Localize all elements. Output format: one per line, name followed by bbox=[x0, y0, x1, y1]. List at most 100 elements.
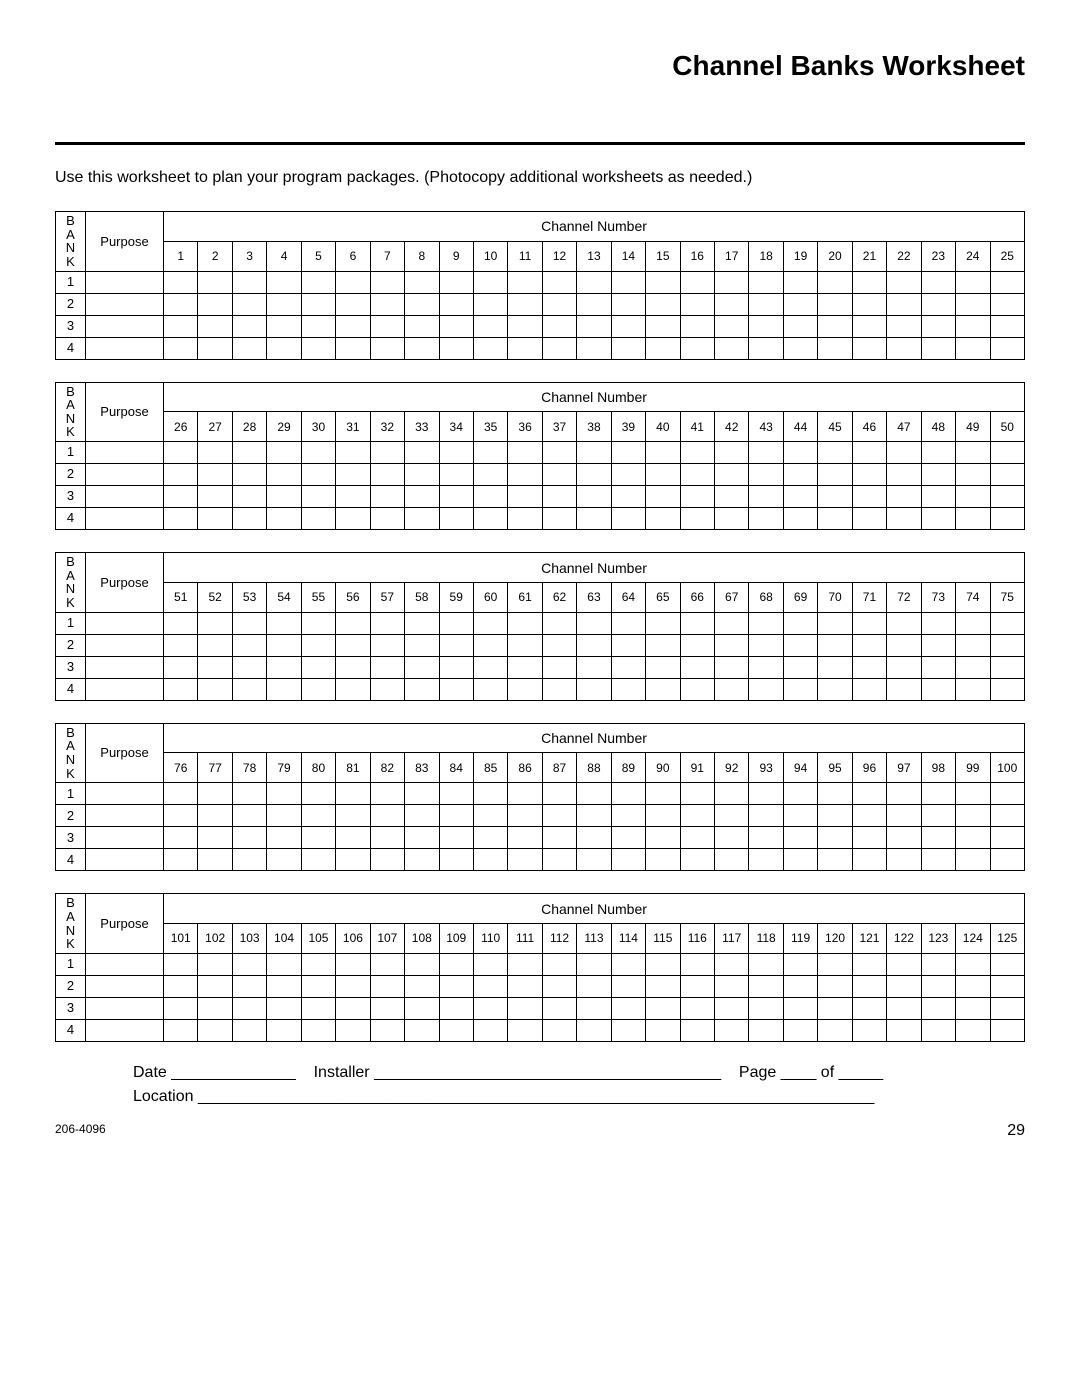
channel-cell bbox=[164, 953, 198, 975]
purpose-header: Purpose bbox=[86, 212, 164, 272]
channel-cell bbox=[405, 337, 439, 359]
channel-cell bbox=[232, 634, 266, 656]
channel-cell bbox=[232, 337, 266, 359]
channel-cell bbox=[956, 612, 990, 634]
channel-cell bbox=[301, 271, 335, 293]
channel-cell bbox=[577, 442, 611, 464]
channel-cell bbox=[921, 271, 955, 293]
channel-cell bbox=[164, 293, 198, 315]
channel-cell bbox=[921, 464, 955, 486]
channel-cell bbox=[370, 486, 404, 508]
channel-cell bbox=[439, 442, 473, 464]
channel-cell bbox=[852, 271, 886, 293]
channel-cell bbox=[370, 508, 404, 530]
channel-cell bbox=[715, 442, 749, 464]
channel-cell bbox=[232, 953, 266, 975]
channel-cell bbox=[542, 315, 576, 337]
channel-cell bbox=[680, 442, 714, 464]
channel-cell bbox=[611, 805, 645, 827]
channel-cell bbox=[232, 612, 266, 634]
channel-cell bbox=[715, 486, 749, 508]
worksheet-block: BANKPurposeChannel Number767778798081828… bbox=[55, 723, 1025, 872]
channel-cell bbox=[508, 464, 542, 486]
channel-cell bbox=[370, 271, 404, 293]
channel-cell bbox=[577, 612, 611, 634]
channel-number-cell: 60 bbox=[473, 582, 507, 612]
channel-cell bbox=[508, 783, 542, 805]
channel-cell bbox=[370, 464, 404, 486]
channel-cell bbox=[232, 1019, 266, 1041]
channel-cell bbox=[887, 293, 921, 315]
channel-cell bbox=[887, 997, 921, 1019]
channel-number-cell: 121 bbox=[852, 924, 886, 954]
channel-cell bbox=[164, 612, 198, 634]
channel-cell bbox=[508, 271, 542, 293]
of-label: of bbox=[821, 1064, 834, 1081]
channel-cell bbox=[370, 293, 404, 315]
channel-cell bbox=[301, 849, 335, 871]
channel-cell bbox=[921, 997, 955, 1019]
channel-cell bbox=[336, 827, 370, 849]
channel-cell bbox=[336, 783, 370, 805]
channel-number-cell: 58 bbox=[405, 582, 439, 612]
channel-cell bbox=[852, 442, 886, 464]
channel-cell bbox=[852, 1019, 886, 1041]
channel-number-cell: 32 bbox=[370, 412, 404, 442]
channel-cell bbox=[198, 612, 232, 634]
channel-cell bbox=[336, 1019, 370, 1041]
table-row: 4 bbox=[56, 849, 1025, 871]
channel-cell bbox=[439, 953, 473, 975]
channel-cell bbox=[232, 805, 266, 827]
channel-cell bbox=[783, 827, 817, 849]
channel-cell bbox=[164, 1019, 198, 1041]
channel-cell bbox=[783, 315, 817, 337]
channel-cell bbox=[990, 337, 1025, 359]
channel-number-cell: 5 bbox=[301, 241, 335, 271]
channel-cell bbox=[577, 486, 611, 508]
channel-cell bbox=[198, 315, 232, 337]
channel-cell bbox=[921, 612, 955, 634]
channel-cell bbox=[164, 997, 198, 1019]
channel-cell bbox=[198, 337, 232, 359]
channel-cell bbox=[508, 634, 542, 656]
channel-number-cell: 91 bbox=[680, 753, 714, 783]
channel-cell bbox=[473, 464, 507, 486]
channel-number-cell: 82 bbox=[370, 753, 404, 783]
channel-cell bbox=[783, 486, 817, 508]
channel-cell bbox=[232, 508, 266, 530]
channel-cell bbox=[336, 805, 370, 827]
channel-cell bbox=[852, 486, 886, 508]
channel-cell bbox=[749, 634, 783, 656]
channel-cell bbox=[921, 975, 955, 997]
channel-cell bbox=[818, 271, 852, 293]
channel-cell bbox=[680, 486, 714, 508]
channel-cell bbox=[956, 805, 990, 827]
channel-cell bbox=[887, 508, 921, 530]
channel-cell bbox=[439, 975, 473, 997]
channel-cell bbox=[921, 337, 955, 359]
bank-row-number: 4 bbox=[56, 1019, 86, 1041]
channel-cell bbox=[405, 486, 439, 508]
channel-cell bbox=[749, 827, 783, 849]
channel-cell bbox=[473, 293, 507, 315]
channel-cell bbox=[542, 783, 576, 805]
channel-number-cell: 34 bbox=[439, 412, 473, 442]
bank-header: BANK bbox=[56, 553, 86, 613]
channel-cell bbox=[439, 315, 473, 337]
purpose-header: Purpose bbox=[86, 894, 164, 954]
bank-row-number: 1 bbox=[56, 271, 86, 293]
channel-cell bbox=[818, 1019, 852, 1041]
channel-number-cell: 95 bbox=[818, 753, 852, 783]
channel-cell bbox=[336, 678, 370, 700]
channel-cell bbox=[542, 656, 576, 678]
channel-cell bbox=[990, 508, 1025, 530]
channel-cell bbox=[956, 271, 990, 293]
channel-cell bbox=[301, 464, 335, 486]
table-row: 2 bbox=[56, 464, 1025, 486]
channel-cell bbox=[990, 612, 1025, 634]
channel-cell bbox=[370, 997, 404, 1019]
channel-cell bbox=[611, 678, 645, 700]
purpose-cell bbox=[86, 612, 164, 634]
channel-number-cell: 46 bbox=[852, 412, 886, 442]
bank-row-number: 4 bbox=[56, 678, 86, 700]
